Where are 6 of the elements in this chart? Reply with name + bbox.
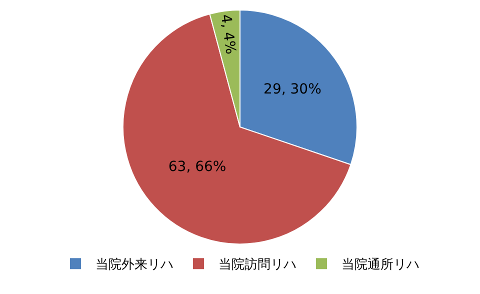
data-label: 29, 30% (264, 81, 322, 98)
legend-label: 当院訪問リハ (218, 258, 296, 273)
legend-label: 当院通所リハ (342, 258, 420, 273)
data-label: 4, 4% (217, 13, 238, 56)
data-label: 63, 66% (168, 158, 226, 175)
legend-label: 当院外来リハ (96, 258, 174, 273)
